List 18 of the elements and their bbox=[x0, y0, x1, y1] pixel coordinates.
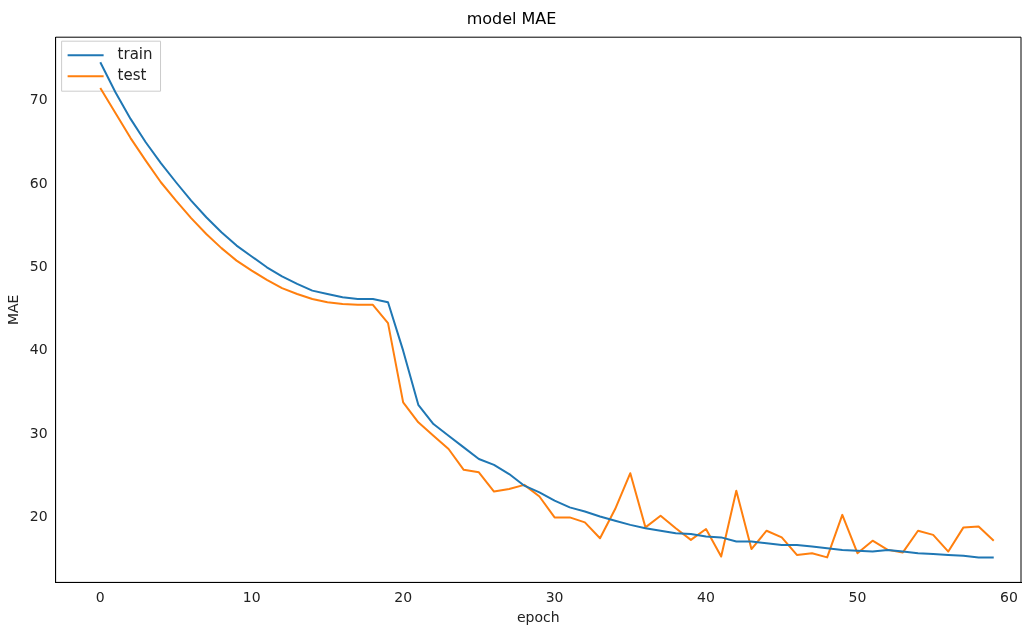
x-tick-label: 60 bbox=[999, 589, 1018, 606]
y-tick-label: 60 bbox=[29, 174, 48, 191]
x-tick-label: 10 bbox=[242, 589, 261, 606]
y-tick-label: 20 bbox=[29, 508, 48, 525]
y-axis-title: MAE bbox=[5, 294, 22, 326]
x-tick-label: 40 bbox=[697, 589, 715, 606]
x-axis-title: epoch bbox=[516, 609, 560, 626]
x-tick-label: 30 bbox=[545, 589, 564, 606]
x-tick-label: 0 bbox=[95, 589, 105, 606]
legend-label: train bbox=[117, 45, 153, 64]
y-tick-label: 50 bbox=[29, 257, 48, 274]
chart-title: model MAE bbox=[466, 8, 557, 28]
y-tick-label: 30 bbox=[29, 424, 48, 441]
x-tick-label: 20 bbox=[394, 589, 413, 606]
legend-label: test bbox=[117, 66, 147, 85]
y-tick-label: 70 bbox=[29, 91, 48, 108]
x-tick-label: 50 bbox=[848, 589, 867, 606]
y-tick-label: 40 bbox=[29, 341, 48, 358]
